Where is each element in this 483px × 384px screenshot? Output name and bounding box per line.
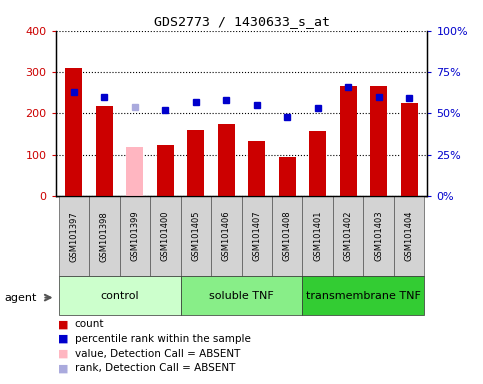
Text: GSM101406: GSM101406	[222, 211, 231, 262]
Bar	[242, 196, 272, 276]
Bar	[211, 196, 242, 276]
Bar	[302, 276, 425, 315]
Bar	[157, 146, 174, 196]
Text: percentile rank within the sample: percentile rank within the sample	[75, 334, 251, 344]
Bar	[309, 131, 326, 196]
Bar	[96, 106, 113, 196]
Bar	[370, 86, 387, 196]
Bar	[181, 196, 211, 276]
Text: GSM101398: GSM101398	[100, 211, 109, 262]
Bar	[150, 196, 181, 276]
Bar	[394, 196, 425, 276]
Bar	[58, 276, 181, 315]
Text: agent: agent	[5, 293, 37, 303]
Text: GSM101400: GSM101400	[161, 211, 170, 262]
Bar	[340, 86, 356, 196]
Text: GSM101404: GSM101404	[405, 211, 413, 262]
Bar	[218, 124, 235, 196]
Bar	[120, 196, 150, 276]
Text: ■: ■	[58, 363, 69, 373]
Bar	[89, 196, 120, 276]
Text: GSM101405: GSM101405	[191, 211, 200, 262]
Bar	[187, 130, 204, 196]
Bar	[248, 141, 265, 196]
Text: ■: ■	[58, 334, 69, 344]
Bar	[363, 196, 394, 276]
Text: GSM101397: GSM101397	[70, 211, 78, 262]
Text: GSM101401: GSM101401	[313, 211, 322, 262]
Bar	[401, 103, 417, 196]
Text: soluble TNF: soluble TNF	[209, 291, 274, 301]
Text: rank, Detection Call = ABSENT: rank, Detection Call = ABSENT	[75, 363, 235, 373]
Bar	[279, 157, 296, 196]
Text: GDS2773 / 1430633_s_at: GDS2773 / 1430633_s_at	[154, 15, 329, 28]
Bar	[333, 196, 363, 276]
Text: count: count	[75, 319, 104, 329]
Text: GSM101408: GSM101408	[283, 211, 292, 262]
Text: control: control	[100, 291, 139, 301]
Text: ■: ■	[58, 349, 69, 359]
Bar	[181, 276, 302, 315]
Bar	[127, 147, 143, 196]
Text: GSM101399: GSM101399	[130, 211, 139, 262]
Bar	[58, 196, 89, 276]
Text: GSM101407: GSM101407	[252, 211, 261, 262]
Bar	[302, 196, 333, 276]
Bar	[66, 68, 82, 196]
Bar	[272, 196, 302, 276]
Text: transmembrane TNF: transmembrane TNF	[306, 291, 421, 301]
Text: GSM101403: GSM101403	[374, 211, 383, 262]
Text: value, Detection Call = ABSENT: value, Detection Call = ABSENT	[75, 349, 240, 359]
Text: ■: ■	[58, 319, 69, 329]
Text: GSM101402: GSM101402	[344, 211, 353, 262]
